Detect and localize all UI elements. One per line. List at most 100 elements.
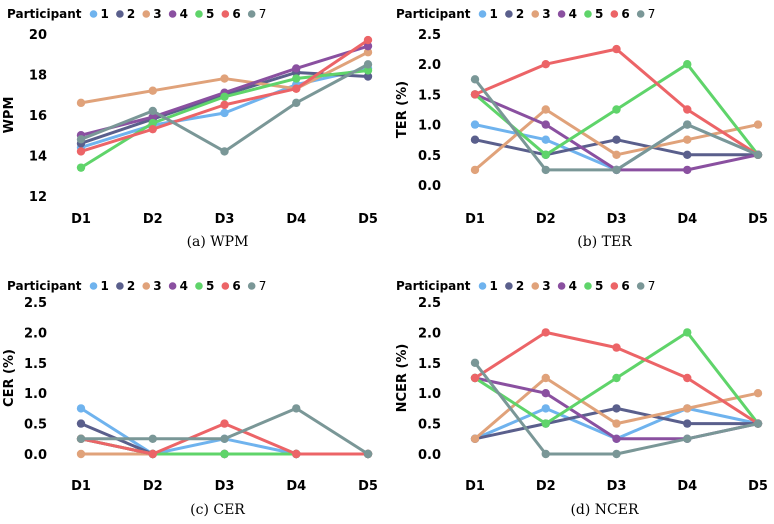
x-tick-label: D1: [465, 479, 485, 494]
y-tick-label: 2.0: [24, 326, 47, 341]
legend-label-7: 7: [648, 7, 656, 21]
data-point-1: [541, 135, 550, 144]
caption-cer: (c) CER: [190, 502, 245, 518]
y-tick-label: 12: [29, 190, 47, 205]
legend-label-6: 6: [621, 279, 629, 293]
caption-ter: (b) TER: [577, 234, 632, 250]
y-tick-label: 0.0: [418, 179, 441, 194]
data-point-6: [292, 84, 301, 93]
y-tick-label: 1.5: [418, 88, 441, 103]
x-tick-label: D2: [536, 479, 556, 494]
data-point-5: [220, 92, 229, 101]
data-point-3: [363, 48, 373, 57]
data-point-7: [612, 165, 621, 175]
y-tick-label: 2.0: [418, 58, 441, 73]
y-tick-label: 0.0: [418, 448, 441, 463]
legend-title: Participant: [7, 279, 82, 293]
legend-marker-5: [195, 10, 203, 18]
legend-label-4: 4: [569, 7, 577, 21]
data-point-1: [470, 120, 480, 129]
x-tick-label: D2: [143, 212, 163, 227]
legend-label-5: 5: [595, 7, 603, 21]
data-point-5: [541, 419, 550, 428]
legend-label-6: 6: [232, 7, 240, 21]
legend-marker-1: [478, 10, 487, 18]
legend-ter: Participant 1 2 3 4 5 6 7: [396, 7, 655, 21]
legend-label-2: 2: [127, 7, 135, 21]
data-point-3: [470, 165, 480, 175]
legend-label-2: 2: [127, 279, 135, 293]
data-point-3: [612, 419, 621, 428]
legend-label-3: 3: [542, 279, 550, 293]
data-point-4: [148, 112, 157, 122]
x-tick-label: D5: [748, 212, 768, 227]
y-tick-label: 1.0: [418, 387, 441, 402]
data-point-6: [683, 373, 692, 383]
data-point-5: [683, 59, 692, 69]
data-point-4: [292, 64, 301, 73]
y-tick-label: 1.0: [418, 119, 441, 134]
data-point-5: [683, 328, 692, 337]
legend-label-3: 3: [153, 279, 161, 293]
data-point-5: [220, 449, 229, 459]
data-point-2: [683, 419, 692, 428]
data-point-6: [148, 449, 157, 459]
y-tick-label: 20: [29, 28, 47, 43]
legend-label-1: 1: [101, 279, 109, 293]
legend-label-5: 5: [206, 279, 214, 293]
data-point-3: [76, 98, 86, 108]
legend-marker-7: [247, 10, 256, 18]
chart-ncer: Participant 1 2 3 4 5 6 7 0.0 0.5 1.0 1.5 2.0 2.5 D1 D2…: [395, 279, 768, 518]
data-point-3: [76, 449, 86, 459]
data-point-7: [683, 120, 692, 129]
data-point-3: [753, 389, 763, 398]
y-axis-label: CER (%): [2, 349, 17, 407]
legend-marker-4: [557, 282, 566, 290]
legend-marker-6: [221, 282, 230, 290]
data-point-6: [541, 328, 550, 337]
y-tick-label: 1.5: [24, 357, 47, 372]
x-tick-label: D3: [607, 479, 627, 494]
data-point-5: [363, 66, 373, 75]
legend-label-1: 1: [101, 7, 109, 21]
data-point-7: [292, 98, 301, 108]
legend-marker-5: [195, 282, 203, 290]
legend-marker-3: [142, 10, 151, 18]
legend-marker-2: [505, 10, 513, 18]
legend-title: Participant: [7, 7, 82, 21]
data-point-6: [612, 44, 621, 54]
data-point-6: [470, 90, 480, 99]
legend-marker-2: [116, 10, 124, 18]
y-tick-label: 0.0: [24, 448, 47, 463]
data-point-5: [148, 118, 157, 128]
data-point-2: [612, 404, 621, 413]
data-point-5: [541, 150, 550, 159]
chart-cer: Participant 1 2 3 4 5 6 7 0.0 0.5 1.0 1.5 2.0 2.5 D1 D2…: [2, 279, 378, 518]
y-tick-label: 2.5: [418, 28, 441, 43]
data-point-3: [612, 150, 621, 159]
legend-marker-1: [89, 282, 98, 290]
data-point-6: [220, 419, 229, 428]
legend-marker-6: [610, 10, 619, 18]
data-point-4: [363, 41, 373, 51]
legend-marker-3: [531, 10, 540, 18]
data-point-6: [470, 373, 480, 383]
data-point-3: [541, 373, 550, 383]
data-point-6: [292, 449, 301, 459]
y-tick-label: 0.5: [418, 418, 441, 433]
data-point-7: [683, 434, 692, 443]
data-point-7: [470, 358, 480, 367]
y-tick-label: 2.5: [418, 296, 441, 311]
x-tick-label: D2: [536, 212, 556, 227]
legend-marker-7: [636, 10, 645, 18]
data-point-7: [76, 135, 86, 144]
y-axis-label: WPM: [2, 97, 17, 134]
legend-label-7: 7: [648, 279, 656, 293]
x-tick-label: D5: [358, 479, 378, 494]
legend-label-4: 4: [180, 279, 188, 293]
data-point-2: [363, 72, 373, 81]
data-point-4: [541, 120, 550, 129]
x-tick-label: D4: [677, 479, 697, 494]
data-point-2: [612, 135, 621, 144]
legend-label-6: 6: [232, 279, 240, 293]
